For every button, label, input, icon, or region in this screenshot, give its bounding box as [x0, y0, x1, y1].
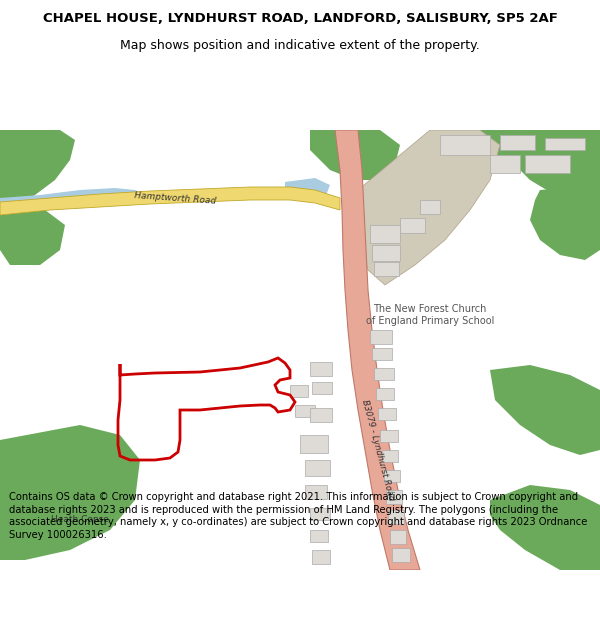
Text: Contains OS data © Crown copyright and database right 2021. This information is : Contains OS data © Crown copyright and d…: [9, 492, 587, 540]
Text: Hamptworth Road: Hamptworth Road: [134, 191, 216, 206]
Bar: [388, 510, 404, 524]
Polygon shape: [335, 130, 420, 570]
Text: The New Forest Church
of England Primary School: The New Forest Church of England Primary…: [366, 304, 494, 326]
Bar: [374, 262, 399, 276]
Bar: [310, 408, 332, 422]
Polygon shape: [0, 188, 145, 206]
Text: B3079 - Lyndhurst Road: B3079 - Lyndhurst Road: [360, 399, 396, 501]
Polygon shape: [0, 130, 75, 210]
Bar: [300, 435, 328, 453]
Bar: [392, 548, 410, 562]
Bar: [420, 200, 440, 214]
Text: Heath Copse: Heath Copse: [51, 516, 109, 524]
Polygon shape: [358, 130, 500, 285]
Polygon shape: [285, 178, 330, 202]
Polygon shape: [440, 130, 600, 200]
Bar: [370, 225, 400, 243]
Bar: [305, 460, 330, 476]
Bar: [382, 450, 398, 462]
Bar: [525, 155, 570, 173]
Text: Map shows position and indicative extent of the property.: Map shows position and indicative extent…: [120, 39, 480, 51]
Bar: [370, 330, 392, 344]
Polygon shape: [530, 185, 600, 260]
Polygon shape: [490, 365, 600, 455]
Bar: [378, 408, 396, 420]
Bar: [310, 362, 332, 376]
Bar: [312, 382, 332, 394]
Bar: [310, 530, 328, 542]
Bar: [386, 490, 402, 504]
Bar: [290, 385, 308, 397]
Bar: [380, 430, 398, 442]
Bar: [384, 470, 400, 482]
Bar: [372, 245, 400, 261]
Polygon shape: [310, 130, 400, 180]
Text: CHAPEL HOUSE, LYNDHURST ROAD, LANDFORD, SALISBURY, SP5 2AF: CHAPEL HOUSE, LYNDHURST ROAD, LANDFORD, …: [43, 12, 557, 25]
Bar: [376, 388, 394, 400]
Polygon shape: [0, 187, 340, 215]
Bar: [374, 368, 394, 380]
Bar: [305, 485, 327, 499]
Bar: [400, 218, 425, 233]
Bar: [390, 530, 406, 544]
Polygon shape: [0, 425, 140, 560]
Bar: [312, 550, 330, 564]
Bar: [490, 155, 520, 173]
Bar: [295, 405, 315, 417]
Polygon shape: [490, 485, 600, 570]
Bar: [310, 508, 330, 520]
Polygon shape: [0, 210, 65, 265]
Bar: [440, 135, 490, 155]
Bar: [545, 138, 585, 150]
Bar: [500, 135, 535, 150]
Bar: [372, 348, 392, 360]
